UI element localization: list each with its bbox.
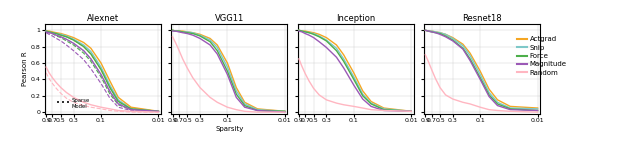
Title: Alexnet: Alexnet [87, 14, 119, 23]
Y-axis label: Pearson R: Pearson R [22, 51, 28, 86]
Legend: Actgrad, Snip, Force, Magnitude, Random: Actgrad, Snip, Force, Magnitude, Random [516, 36, 567, 76]
Title: VGG11: VGG11 [214, 14, 244, 23]
X-axis label: Sparsity: Sparsity [215, 126, 244, 132]
Title: Inception: Inception [336, 14, 376, 23]
Text: Sparse
Model: Sparse Model [71, 98, 90, 109]
Title: Resnet18: Resnet18 [462, 14, 502, 23]
